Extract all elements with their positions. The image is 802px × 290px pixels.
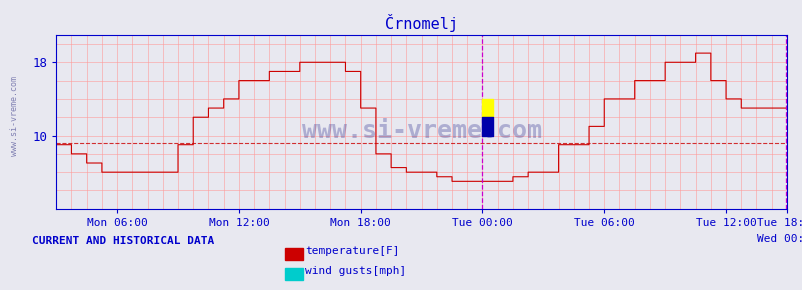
Text: www.si-vreme.com: www.si-vreme.com [10, 76, 18, 156]
Text: Wed 00:00: Wed 00:00 [755, 234, 802, 244]
Text: temperature[F]: temperature[F] [305, 246, 399, 256]
Text: CURRENT AND HISTORICAL DATA: CURRENT AND HISTORICAL DATA [32, 235, 214, 246]
Text: wind gusts[mph]: wind gusts[mph] [305, 266, 406, 276]
Title: Črnomelj: Črnomelj [385, 14, 457, 32]
Text: www.si-vreme.com: www.si-vreme.com [302, 119, 541, 142]
